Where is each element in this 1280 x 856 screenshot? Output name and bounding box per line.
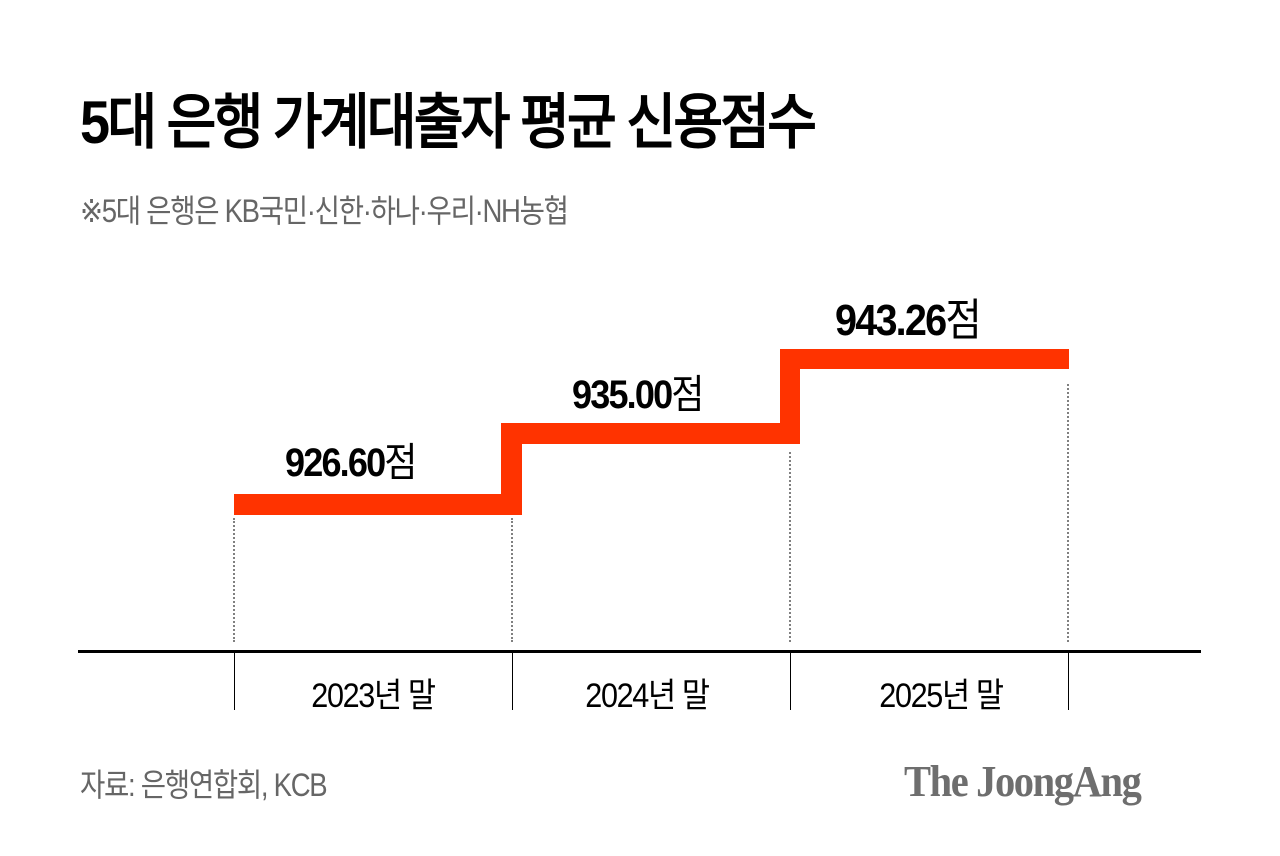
x-axis-label-2025: 2025년 말 <box>879 677 1004 715</box>
value-label-2023: 926.60점 <box>285 430 417 488</box>
value-number: 943.26 <box>835 296 947 345</box>
value-number: 926.60 <box>285 441 386 485</box>
value-unit: 점 <box>945 296 982 345</box>
step-riser-2 <box>780 349 800 444</box>
x-axis-tick-1 <box>234 652 235 710</box>
x-axis-label-2023: 2023년 말 <box>311 677 436 715</box>
value-label-2025: 943.26점 <box>835 284 982 348</box>
gridline-2 <box>511 518 513 642</box>
x-axis-tick-3 <box>790 652 791 710</box>
gridline-4 <box>1067 384 1069 642</box>
chart-title: 5대 은행 가계대출자 평균 신용점수 <box>80 89 817 156</box>
publisher-logo: The JoongAng <box>904 757 1142 806</box>
step-segment-2023 <box>234 494 522 515</box>
step-riser-1 <box>501 423 522 515</box>
x-axis-label-2024: 2024년 말 <box>585 677 710 715</box>
value-unit: 점 <box>671 373 705 417</box>
gridline-1 <box>233 518 235 642</box>
x-axis-tick-2 <box>512 652 513 710</box>
step-segment-2024 <box>501 423 800 444</box>
x-axis-tick-4 <box>1068 652 1069 710</box>
value-unit: 점 <box>384 441 418 485</box>
x-axis-baseline <box>78 650 1201 653</box>
source-note: 자료: 은행연합회, KCB <box>80 767 328 803</box>
chart-subtitle: ※5대 은행은 KB국민·신한·하나·우리·NH농협 <box>80 193 569 229</box>
value-label-2024: 935.00점 <box>572 362 704 420</box>
value-number: 935.00 <box>572 373 673 417</box>
gridline-3 <box>789 452 791 642</box>
step-segment-2025 <box>780 349 1069 369</box>
